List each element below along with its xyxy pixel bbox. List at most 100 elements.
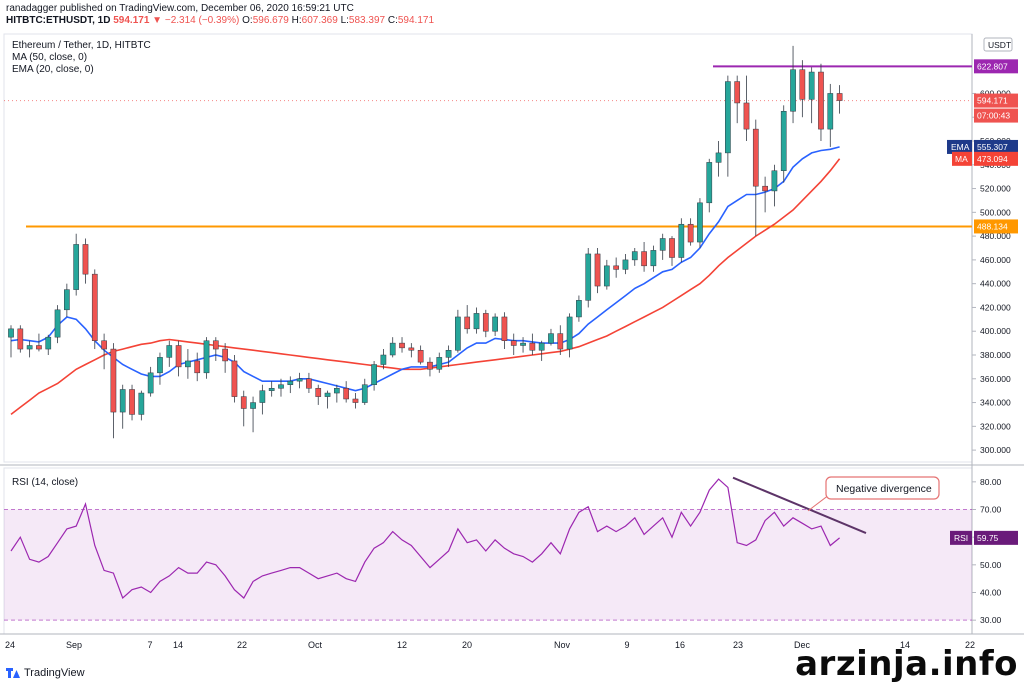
candle [510,333,517,355]
candle-body [185,360,191,368]
candle [166,340,173,367]
candle [185,349,191,379]
candle [259,384,266,415]
candle-body [352,398,359,403]
rsi-legend: RSI (14, close) [12,477,78,489]
time-axis-label: 22 [237,640,247,650]
candle [157,352,163,385]
candle-body [548,333,554,344]
candle [594,248,601,294]
candle [427,357,433,377]
candle [585,248,592,308]
candle-body [91,273,98,341]
time-axis-label: Nov [554,640,571,650]
legend-ema: EMA (20, close, 0) [12,64,94,75]
candle-body [715,152,722,163]
candle [501,312,508,350]
candle [101,333,107,370]
candle-body [45,336,52,350]
legend-rsi: RSI (14, close) [12,477,79,488]
countdown-tag-bg [974,108,1018,123]
ma-value-tag: 473.094 [977,154,1008,164]
candle-body [17,328,24,350]
price-pane-border [3,33,973,463]
candle [110,343,117,439]
candle [706,158,713,213]
candle-body [557,333,564,350]
candle [343,381,350,403]
price-tick-label: 480.000 [980,231,1011,241]
candle [129,384,135,421]
tradingview-logo[interactable]: TradingView [6,667,85,679]
candle-body [622,259,629,270]
candle [334,384,340,403]
legend-ma: MA (50, close, 0) [12,52,88,63]
candle [64,283,70,317]
ema-tag: EMA [951,142,970,152]
ema-value-tag-bg [974,139,1018,154]
currency-label: USDT [988,40,1011,50]
candle [836,85,843,114]
time-axis-label: 22 [965,640,975,650]
chart-header: ranadagger published on TradingView.com,… [0,0,1024,30]
time-axis-label: 7 [147,640,152,650]
annotation-box [825,476,940,500]
tradingview-brand: TradingView [24,667,85,679]
rsi-band [4,509,972,621]
candle [54,305,61,344]
candle-body [780,111,787,171]
candle-body [771,170,778,192]
candle [119,384,126,429]
time-axis-label: 12 [397,640,407,650]
candle-body [166,345,173,358]
candle [455,309,461,353]
candle-body [259,390,266,403]
candle [464,305,471,334]
candle-body [790,69,796,112]
candle-body [371,364,377,385]
candle-body [129,389,135,415]
candle [231,355,238,403]
candle-body [8,328,14,338]
candle-body [501,316,508,341]
candle [529,333,536,355]
price-chart[interactable]: 300.000 320.000 340.000 360.000 380.000 400.0… [0,30,1024,664]
last-price-tag-bg [974,93,1018,108]
candle [520,337,526,353]
candle [287,376,294,394]
candle-body [110,348,117,413]
candle [548,328,554,346]
annotation-label: Negative divergence [836,483,932,495]
ma-tag-bg [952,151,972,166]
candle-body [659,238,666,251]
rsi-tick-label: 70.00 [980,505,1002,515]
candle-body [119,389,126,413]
candle-body [538,342,545,351]
candle-body [529,342,536,351]
rsi-tick-label: 50.00 [980,560,1002,570]
candle-body [594,253,601,287]
ema-value-tag: 555.307 [977,142,1008,152]
candle [306,372,312,394]
candle-body [306,378,312,389]
candle [799,60,806,118]
candle [641,242,647,272]
published-line: ranadagger published on TradingView.com,… [6,3,354,14]
candle-body [343,388,350,400]
candle-body [510,340,517,346]
high-label: H: [291,15,302,26]
candle [8,325,14,358]
candle [697,198,703,248]
ma50-line [10,158,841,416]
price-tick-label: 300.000 [980,445,1011,455]
candle [194,352,201,382]
candle [734,75,741,124]
candle [687,218,694,246]
candle [73,233,80,296]
candle-body [194,360,201,374]
candle-body [687,223,694,243]
candle-body [603,265,610,287]
price-tick-label: 400.000 [980,326,1011,336]
candle-body [240,396,247,409]
candle-body [278,384,284,389]
